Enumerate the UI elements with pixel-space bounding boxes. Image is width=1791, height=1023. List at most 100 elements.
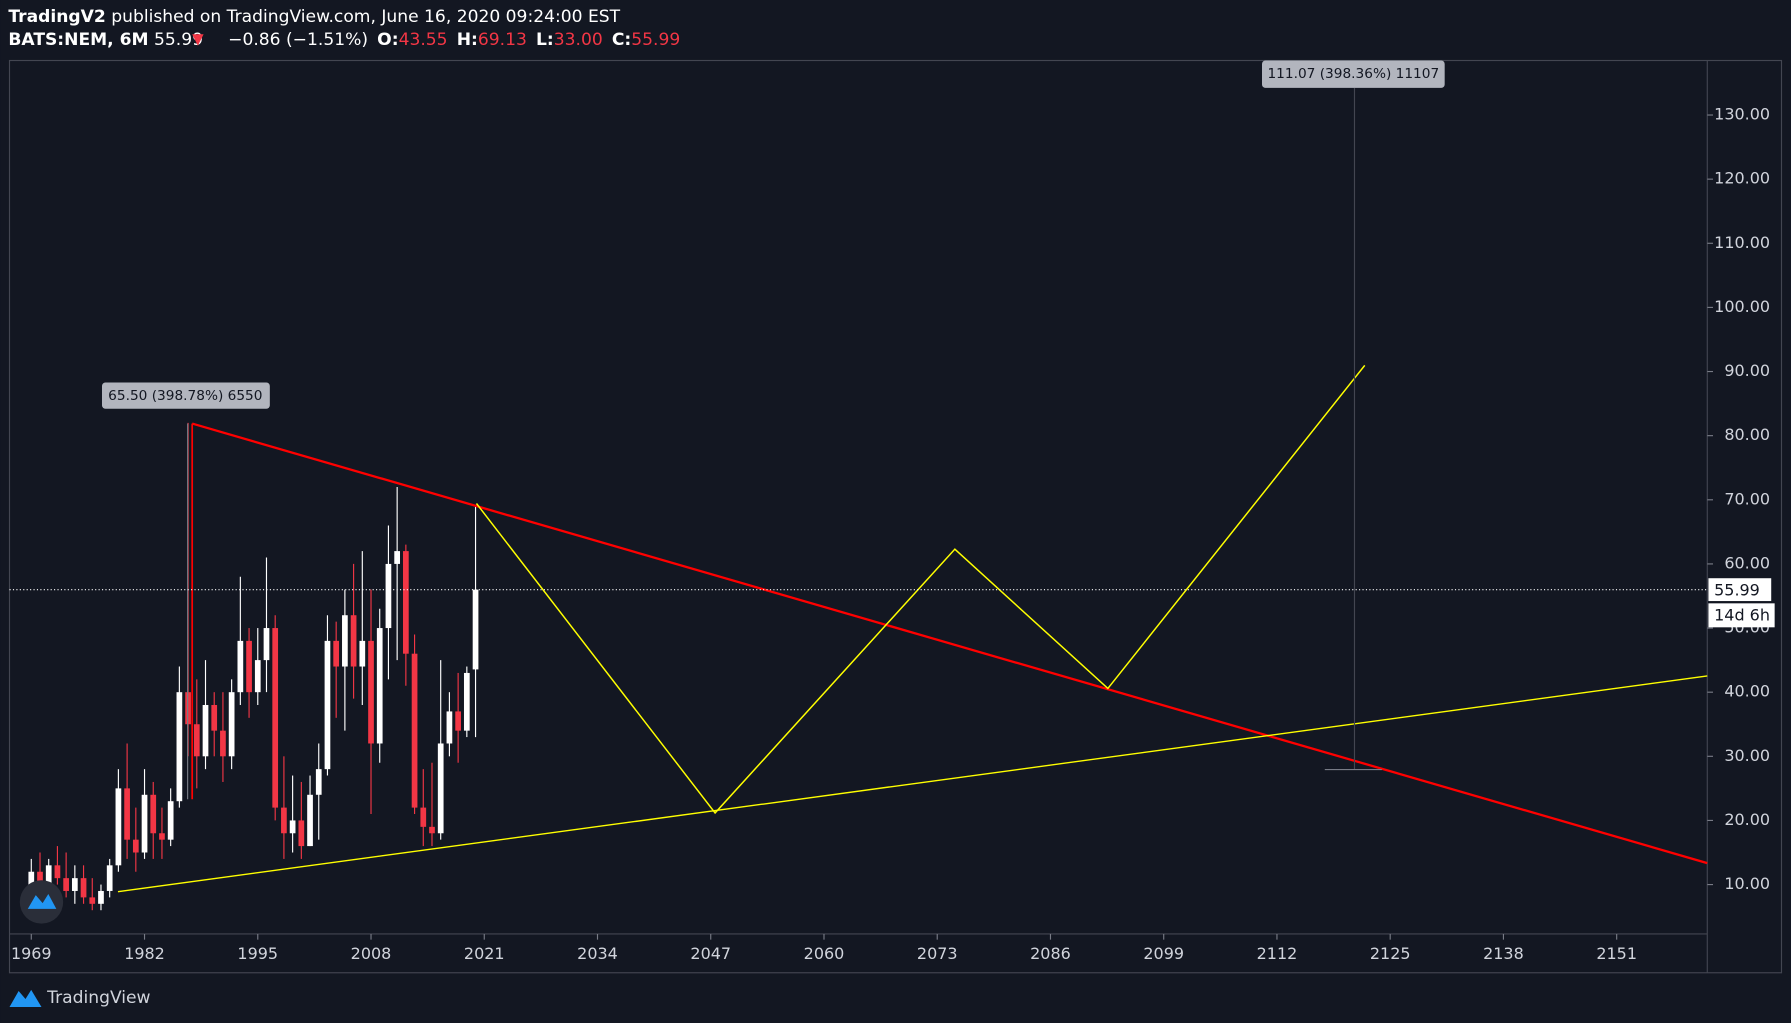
candle-body	[89, 897, 96, 904]
candle-body	[307, 794, 313, 847]
y-tick-label: 130.00	[1714, 105, 1770, 124]
candle-body	[315, 769, 322, 795]
candle-body	[167, 801, 174, 840]
candle-body	[150, 794, 157, 834]
candle-body	[28, 871, 35, 885]
plot	[28, 422, 479, 911]
ohlc-label: O:	[377, 30, 398, 50]
candle-body	[63, 878, 69, 891]
candle-body	[37, 871, 43, 885]
candle-body	[220, 730, 226, 757]
x-tick-label: 2099	[1143, 944, 1184, 963]
candle-body	[176, 692, 183, 802]
candle-body	[106, 865, 113, 891]
candle-body	[45, 865, 52, 885]
ohlc-label: C:	[612, 30, 631, 50]
candle-body	[98, 890, 104, 904]
candle-body	[124, 788, 130, 840]
x-tick-label: 2060	[804, 944, 845, 963]
resistance-trendline	[191, 422, 1708, 865]
y-tick-label: 10.00	[1724, 874, 1770, 893]
candle-body	[446, 711, 453, 744]
projection-path	[475, 364, 1366, 815]
candle-body	[359, 640, 366, 667]
candle-body	[54, 865, 61, 879]
x-tick-label: 1995	[237, 944, 278, 963]
candle-body	[237, 640, 244, 693]
x-tick-label: 2151	[1596, 944, 1637, 963]
current-price-label: 55.99	[1714, 580, 1760, 599]
candle-body	[141, 794, 148, 853]
ohlc-value: 69.13	[478, 30, 527, 50]
header-line-1: TradingV2 published on TradingView.com, …	[8, 7, 620, 27]
candle-body	[472, 589, 479, 670]
y-tick-label: 30.00	[1724, 746, 1770, 765]
candle-body	[80, 878, 87, 898]
support-trendline	[117, 675, 1708, 893]
down-arrow	[192, 34, 204, 46]
x-tick-label: 2008	[351, 944, 392, 963]
x-tick-label: 2086	[1030, 944, 1071, 963]
header-line-2: BATS:NEM, 6M 55.99 −0.86 (−1.51%) O:43.55 H…	[8, 30, 680, 50]
x-tick-label: 2125	[1370, 944, 1411, 963]
change: −0.86 (−1.51%)	[228, 30, 368, 50]
annotation: 111.07 (398.36%) 11107	[1267, 66, 1439, 82]
annotation: 65.50 (398.78%) 6550	[108, 388, 262, 404]
candle-body	[324, 640, 331, 770]
candle-body	[437, 743, 444, 834]
y-tick-label: 20.00	[1724, 810, 1770, 829]
candle-body	[202, 705, 209, 757]
x-tick-label: 2112	[1257, 944, 1298, 963]
y-tick-label: 90.00	[1724, 361, 1770, 380]
candle-body	[132, 839, 139, 853]
chart-frame	[8, 59, 1783, 974]
candle-body	[403, 551, 409, 654]
candle-body	[246, 640, 252, 693]
ohlc-value: 55.99	[631, 30, 680, 50]
candle-body	[272, 628, 279, 808]
symbol: BATS:NEM, 6M	[8, 30, 148, 50]
y-tick-label: 60.00	[1724, 553, 1770, 572]
candle-body	[350, 615, 357, 667]
footer-logo	[9, 989, 42, 1008]
y-tick-label: 40.00	[1724, 682, 1770, 701]
y-tick-label: 80.00	[1724, 425, 1770, 444]
candle-body	[411, 653, 418, 808]
candle-body	[429, 826, 435, 834]
candle-body	[159, 833, 165, 840]
y-tick-label: 70.00	[1724, 489, 1770, 508]
candle-body	[115, 788, 122, 866]
ohlc-label: L:	[536, 30, 554, 50]
candle-body	[211, 705, 218, 731]
x-tick-label: 2073	[917, 944, 958, 963]
countdown: 14d 6h	[1714, 605, 1770, 624]
candle-body	[281, 807, 287, 834]
y-tick-label: 120.00	[1714, 169, 1770, 188]
ohlc-value: 43.55	[399, 30, 448, 50]
x-tick-label: 2021	[464, 944, 505, 963]
x-tick-label: 1982	[124, 944, 165, 963]
price-label-box	[1708, 578, 1772, 602]
candle-body	[263, 628, 270, 661]
candle-body	[368, 640, 374, 744]
countdown-box	[1708, 603, 1775, 628]
last-price: 55.99	[154, 30, 203, 50]
candle-body	[463, 672, 470, 731]
x-tick-label: 2047	[690, 944, 731, 963]
candle-body	[298, 820, 305, 847]
candle-body	[385, 563, 392, 629]
author: TradingV2	[8, 7, 105, 27]
x-tick-label: 2138	[1483, 944, 1524, 963]
candle-body	[394, 551, 401, 564]
published: published on TradingView.com, June 16, 2…	[111, 7, 620, 27]
ohlc-label: H:	[457, 30, 478, 50]
candle-body	[228, 692, 235, 757]
candle-body	[254, 660, 261, 693]
candle-body	[420, 807, 427, 827]
annotation-box	[1261, 60, 1445, 88]
x-tick-label: 2034	[577, 944, 618, 963]
candle-body	[333, 640, 340, 667]
x-tick-label: 1969	[11, 944, 52, 963]
candle-body	[289, 820, 296, 834]
